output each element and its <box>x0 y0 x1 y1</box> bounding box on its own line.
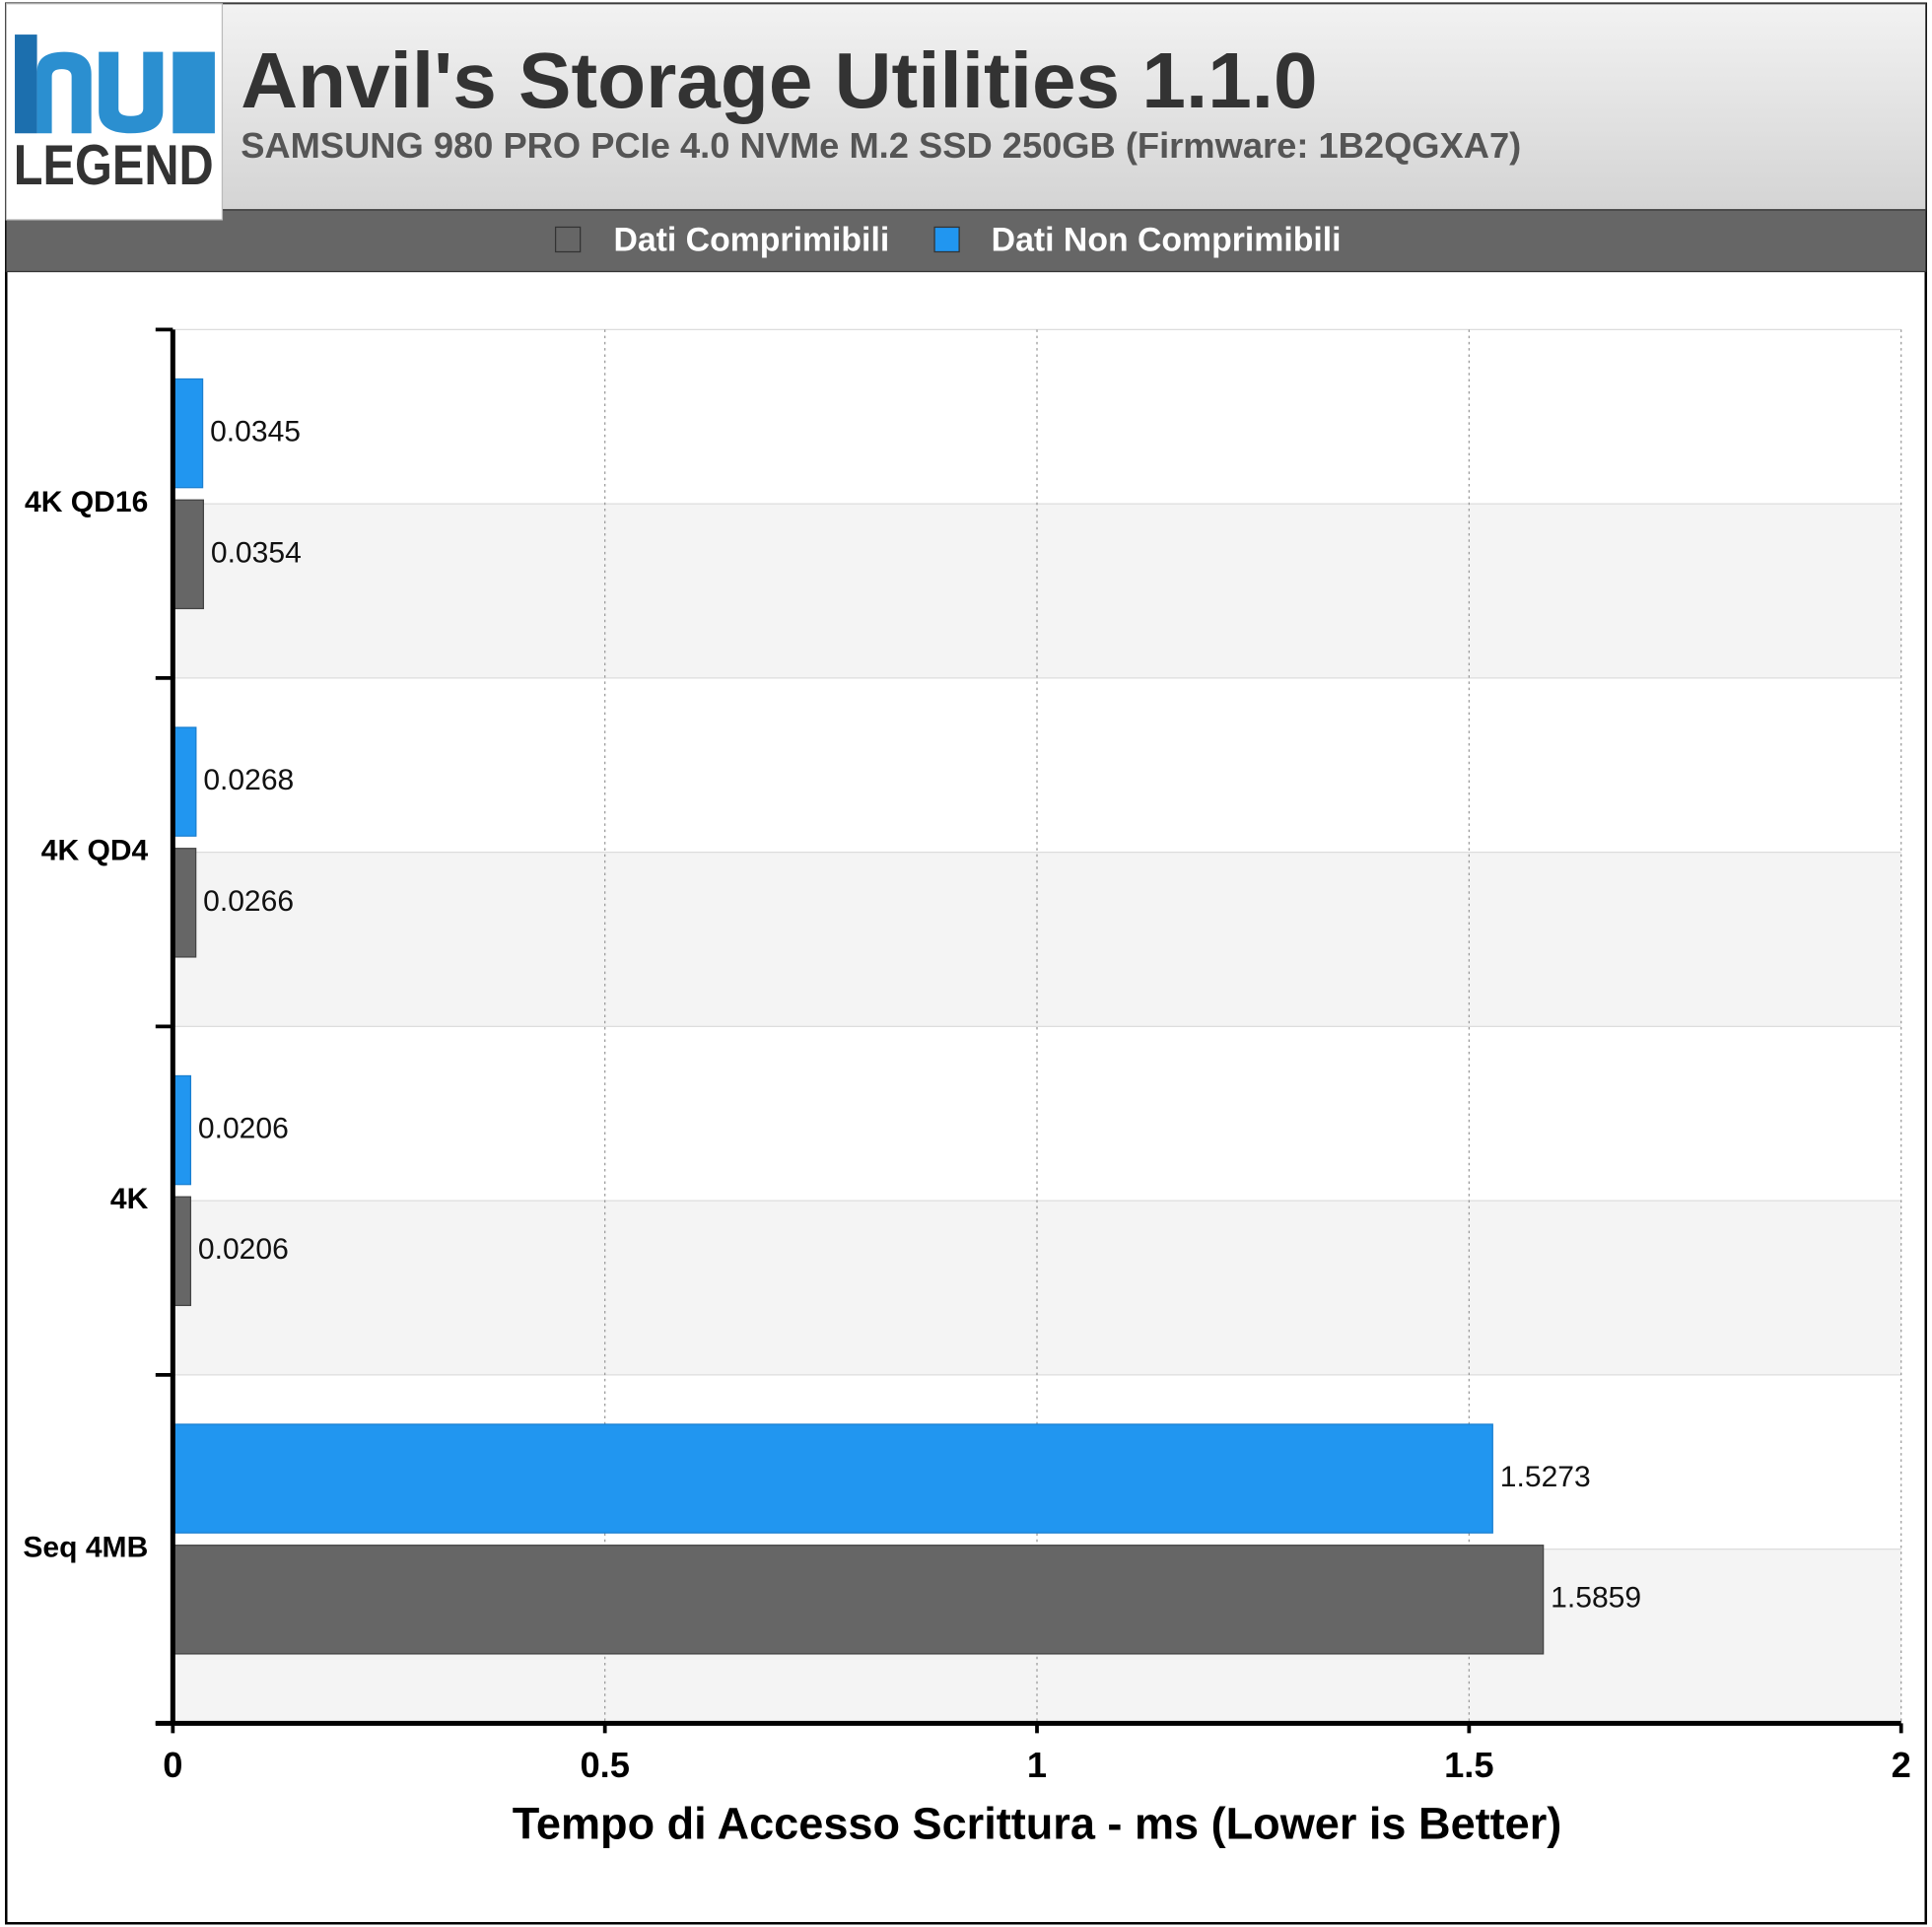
band-bg <box>172 852 1901 1027</box>
value-label: 0.0345 <box>210 416 301 448</box>
x-axis-label: Tempo di Accesso Scrittura - ms (Lower i… <box>513 1798 1562 1848</box>
x-tick-label: 2 <box>1892 1745 1911 1785</box>
value-label: 0.0354 <box>211 536 302 569</box>
value-label: 0.0268 <box>203 764 294 796</box>
value-label: 0.0266 <box>203 885 294 918</box>
x-tick-label: 1 <box>1027 1745 1047 1785</box>
y-tick-label: 4K QD16 <box>25 486 148 518</box>
value-label: 1.5859 <box>1551 1582 1641 1615</box>
bar <box>172 1423 1493 1534</box>
bar <box>172 726 197 837</box>
bar <box>172 378 204 489</box>
bar <box>172 1074 192 1186</box>
x-tick-label: 0.5 <box>580 1745 629 1785</box>
legend-swatch <box>933 226 960 253</box>
bar <box>172 1196 192 1307</box>
legend-bar <box>5 209 1927 273</box>
bar <box>172 499 204 610</box>
chart-title: Anvil's Storage Utilities 1.1.0 <box>241 35 1317 124</box>
y-tick-label: 4K <box>110 1183 149 1215</box>
y-tick-label: 4K QD4 <box>41 835 149 867</box>
x-tick-label: 1.5 <box>1444 1745 1493 1785</box>
band-bg <box>172 677 1901 853</box>
logo-text: LEGEND <box>14 134 214 197</box>
header <box>5 3 1927 211</box>
bar <box>172 848 197 958</box>
logo-mark <box>15 34 215 134</box>
legend-label: Dati Non Comprimibili <box>992 221 1342 258</box>
y-tick-label: Seq 4MB <box>23 1532 148 1564</box>
value-label: 0.0206 <box>198 1113 289 1145</box>
value-label: 1.5273 <box>1500 1461 1591 1493</box>
bar <box>172 1545 1545 1655</box>
legend-swatch <box>554 226 582 253</box>
legend-label: Dati Comprimibili <box>613 221 889 258</box>
chart-subtitle: SAMSUNG 980 PRO PCIe 4.0 NVMe M.2 SSD 25… <box>241 125 1521 166</box>
value-label: 0.0206 <box>198 1233 289 1266</box>
x-tick-label: 0 <box>163 1745 182 1785</box>
